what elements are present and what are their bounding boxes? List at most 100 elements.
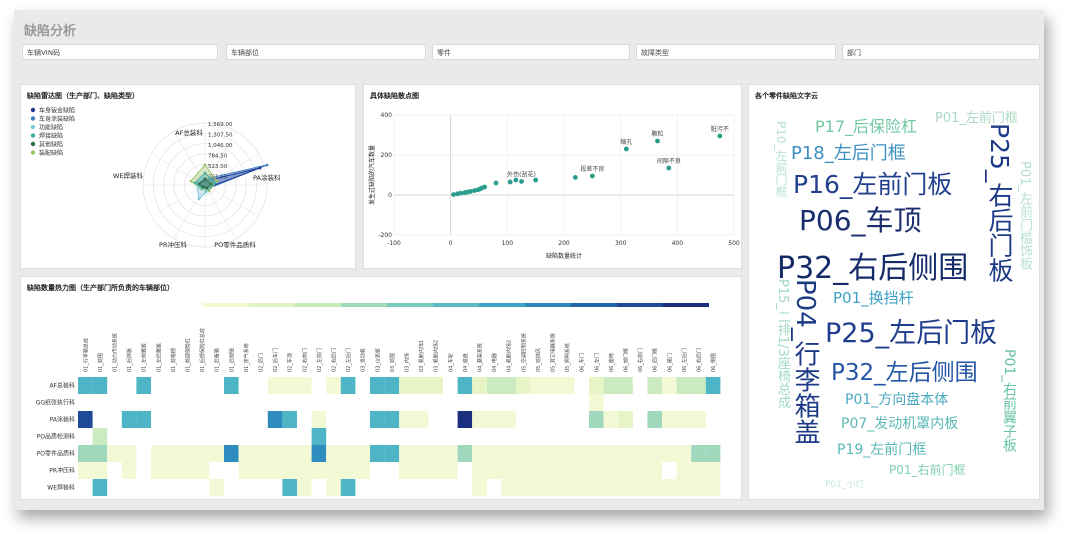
heatmap-cell — [384, 445, 400, 462]
heatmap-cell — [603, 445, 619, 462]
heatmap-col-label: 06_前门框 — [623, 348, 630, 372]
word-p16[interactable]: P16_左前门板 — [793, 170, 953, 199]
heatmap-cell — [691, 479, 706, 496]
heatmap-cell — [705, 462, 721, 479]
heatmap-row-label: PA涂装科 — [50, 416, 75, 424]
heatmap-cell — [676, 377, 692, 394]
scatter-x-tick: -100 — [387, 240, 401, 247]
heatmap-col-label: 01_后视镜 — [228, 348, 235, 372]
heatmap-cell — [589, 411, 604, 428]
wordcloud-panel: 各个零件缺陷文字云 P01_左前门框 P17_后保险杠 P18_左后门框 P25… — [748, 84, 1040, 500]
heatmap-cell — [618, 445, 633, 462]
heatmap-cell — [662, 377, 677, 394]
scatter-x-tick: 100 — [502, 240, 514, 247]
radar-series-point — [215, 179, 219, 183]
heatmap-col-label: 02_右前门 — [301, 348, 308, 372]
word-p01-fender[interactable]: P01_右前翼子板 — [1001, 349, 1017, 453]
filter-fault-type[interactable]: 故障类型 — [636, 44, 836, 60]
heatmap-cell — [399, 445, 414, 462]
word-p15[interactable]: P15_二排1/3座椅总成 — [775, 279, 790, 409]
heatmap-cell — [326, 377, 341, 394]
word-p01-right-front-frame[interactable]: P01_右前门框 — [889, 463, 966, 477]
radar-series-point — [258, 166, 262, 170]
word-p01-left-front-frame[interactable]: P01_左前门框 — [935, 111, 1018, 126]
heatmap-cell — [486, 445, 502, 462]
heatmap-color-scale — [203, 303, 249, 307]
heatmap-cell — [647, 462, 662, 479]
heatmap-cell — [165, 445, 181, 462]
filter-vehicle-part-label: 车辆部位 — [231, 49, 259, 57]
word-p07[interactable]: P07_发动机罩内板 — [841, 416, 959, 432]
heatmap-cell — [603, 462, 619, 479]
heatmap-col-label: 02_后门 — [258, 353, 265, 372]
heatmap-cell — [589, 462, 604, 479]
heatmap-col-label: 06_右后门 — [696, 348, 703, 372]
heatmap-cell — [355, 462, 370, 479]
heatmap-cell — [530, 445, 546, 462]
radar-spoke — [204, 184, 259, 217]
heatmap-cell — [501, 411, 516, 428]
heatmap-cell — [92, 428, 108, 445]
heatmap-cell — [603, 411, 619, 428]
heatmap-cell — [370, 411, 385, 428]
heatmap-cell — [501, 377, 516, 394]
word-p17[interactable]: P17_后保险杠 — [815, 117, 918, 136]
heatmap-cell — [355, 445, 370, 462]
heatmap-cell — [559, 462, 575, 479]
word-p01-shifter[interactable]: P01_换挡杆 — [833, 289, 914, 307]
heatmap-cell — [589, 394, 604, 411]
heatmap-col-label: 04_机舱内饰2 — [506, 340, 513, 372]
heatmap-cell — [443, 445, 458, 462]
word-p25-right-rear[interactable]: P25_右后门板 — [985, 123, 1014, 283]
scatter-panel: 具体缺陷散点图 -100 0 100 200 300 400 500 400 200 0 -200 缺… — [363, 84, 742, 269]
heatmap-cell — [559, 479, 575, 496]
heatmap-row-label: PO零件品质科 — [37, 450, 75, 458]
word-p25-left-rear[interactable]: P25_左后门板 — [825, 318, 998, 349]
word-p18[interactable]: P18_左后门框 — [791, 143, 906, 164]
heatmap-cell — [121, 411, 137, 428]
heatmap-cell — [647, 411, 662, 428]
heatmap-cell — [136, 411, 151, 428]
filter-department[interactable]: 部门 — [842, 44, 1040, 60]
heatmap-title: 缺陷数量热力图（生产部门所负责的车辆部位） — [27, 284, 174, 292]
heatmap-cell — [443, 462, 458, 479]
radar-ring-label: 784.50 — [208, 154, 228, 160]
word-p04[interactable]: P04_行李箱盖 — [790, 279, 820, 445]
filter-component[interactable]: 零件 — [432, 44, 630, 60]
heatmap-col-label: 01_动力传动系统 — [112, 333, 119, 372]
heatmap-col-label: 06_左后门 — [681, 348, 688, 372]
word-p32-right-rear[interactable]: P32_右后侧围 — [777, 251, 969, 286]
heatmap-cell — [618, 479, 633, 496]
radar-legend-label: 功能缺陷 — [39, 124, 63, 132]
radar-legend-label: 其他缺陷 — [39, 141, 63, 149]
scatter-point — [458, 190, 464, 196]
scatter-x-tick: 0 — [449, 240, 453, 247]
heatmap-cell — [662, 445, 677, 462]
filter-vehicle-part[interactable]: 车辆部位 — [226, 44, 426, 60]
heatmap-col-label: 06_尾门 — [666, 353, 673, 372]
heatmap-cell — [516, 462, 531, 479]
filter-vin[interactable]: 车辆VIN码 — [22, 44, 218, 60]
heatmap-cell — [282, 479, 297, 496]
heatmap-cell — [311, 445, 327, 462]
scatter-point — [493, 180, 499, 186]
word-p01-sill[interactable]: P01_左前门槛饰板 — [1017, 161, 1032, 270]
heatmap-cell — [399, 377, 414, 394]
word-p06[interactable]: P06_车顶 — [799, 204, 922, 237]
heatmap-cell — [311, 462, 327, 479]
heatmap-col-label: 05_空调控制系统 — [520, 333, 527, 372]
heatmap-cell — [603, 479, 619, 496]
heatmap-cell — [297, 462, 312, 479]
heatmap-cell — [209, 479, 224, 496]
word-p19[interactable]: P19_左前门框 — [837, 442, 927, 458]
word-p01-small-lamp[interactable]: P01_小灯 — [825, 480, 865, 490]
word-p32-left-rear[interactable]: P32_左后侧围 — [831, 360, 978, 386]
word-p10[interactable]: P10_左前门框 — [774, 121, 788, 198]
heatmap-cell — [647, 479, 662, 496]
word-p01-steering[interactable]: P01_方向盘本体 — [845, 392, 949, 408]
heatmap-cell — [647, 377, 662, 394]
radar-spoke — [173, 131, 206, 186]
heatmap-cell — [78, 377, 93, 394]
heatmap-cell — [340, 462, 356, 479]
scatter-x-tick: 400 — [672, 240, 684, 247]
